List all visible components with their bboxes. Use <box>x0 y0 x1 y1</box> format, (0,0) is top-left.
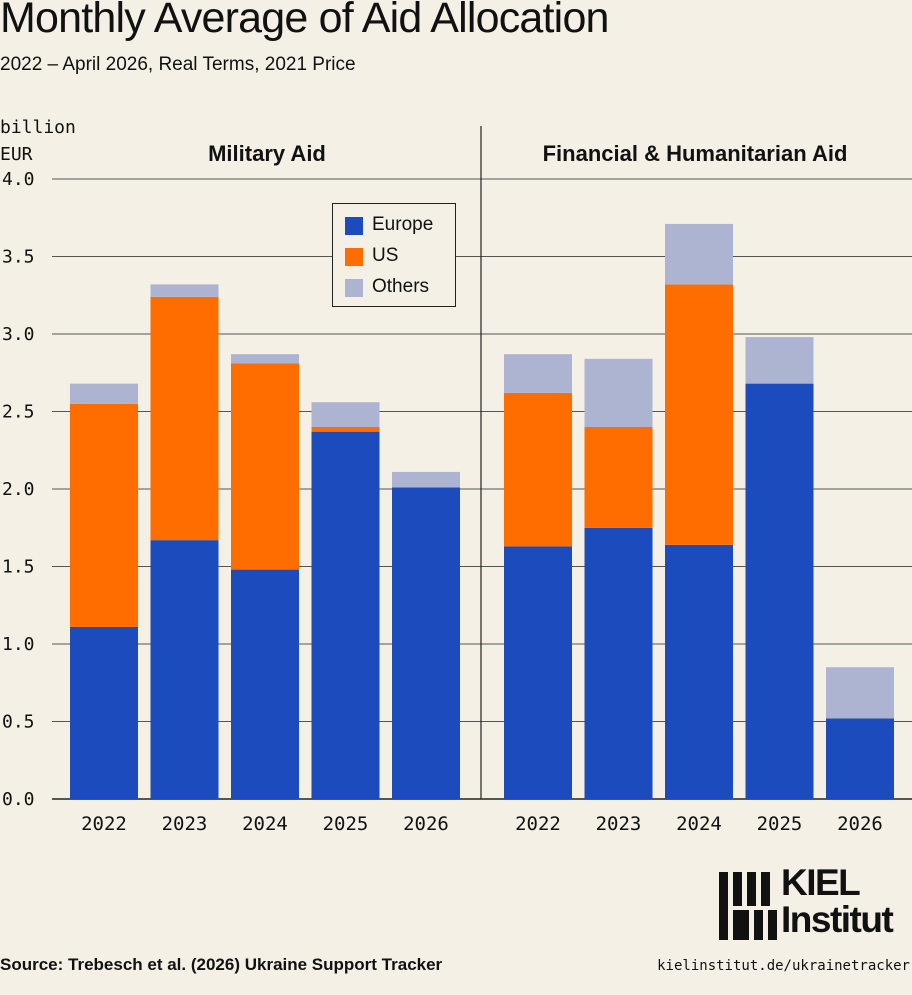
legend-swatch-others <box>345 279 363 297</box>
bar-financial-2024-us <box>665 284 733 545</box>
bar-military-2022-europe <box>70 626 138 799</box>
bar-military-2023-europe <box>150 540 219 799</box>
y-tick-label-3.5: 3.5 <box>2 247 35 268</box>
x-tick-label-military-2025: 2025 <box>323 813 369 835</box>
bar-military-2022-others <box>70 383 138 404</box>
x-tick-label-military-2024: 2024 <box>242 813 288 835</box>
y-tick-label-1.0: 1.0 <box>2 634 35 655</box>
chart-title: Monthly Average of Aid Allocation <box>0 0 609 42</box>
bar-financial-2024-europe <box>665 544 733 799</box>
y-tick-label-1.5: 1.5 <box>2 557 35 578</box>
y-tick-label-0.0: 0.0 <box>2 789 35 810</box>
x-tick-label-financial-2022: 2022 <box>515 813 561 835</box>
chart-legend: Europe US Others <box>332 203 456 307</box>
panel-title-military: Military Aid <box>208 141 326 166</box>
legend-label-others: Others <box>372 276 430 297</box>
bar-financial-2023-us <box>584 427 653 528</box>
y-tick-label-2.0: 2.0 <box>2 479 35 500</box>
y-tick-label-4.0: 4.0 <box>2 169 35 190</box>
bar-financial-2023-others <box>584 358 653 427</box>
logo-text-line1: KIEL <box>781 862 861 903</box>
bar-military-2025-us <box>311 427 380 432</box>
bar-financial-2025-europe <box>745 383 814 799</box>
bar-military-2022-us <box>70 403 138 627</box>
x-tick-label-military-2023: 2023 <box>162 813 208 835</box>
bar-financial-2024-others <box>665 223 733 285</box>
bar-military-2026-europe <box>392 487 460 799</box>
bar-financial-2025-others <box>745 337 814 384</box>
bar-financial-2026-others <box>826 667 894 719</box>
y-tick-label-0.5: 0.5 <box>2 712 35 733</box>
x-tick-label-financial-2025: 2025 <box>757 813 803 835</box>
legend-label-us: US <box>372 245 399 266</box>
x-tick-label-financial-2026: 2026 <box>837 813 883 835</box>
legend-label-europe: Europe <box>372 214 434 235</box>
bar-military-2025-europe <box>311 431 380 799</box>
bar-military-2024-others <box>231 354 299 364</box>
kiel-institut-logo: KIEL Institut <box>719 864 911 943</box>
bar-financial-2022-others <box>504 354 572 393</box>
bar-military-2026-others <box>392 471 460 488</box>
x-tick-label-financial-2024: 2024 <box>676 813 722 835</box>
bar-financial-2022-us <box>504 392 572 547</box>
bar-financial-2022-europe <box>504 546 572 799</box>
source-url: kielinstitut.de/ukrainetracker <box>657 958 910 974</box>
bar-financial-2023-europe <box>584 527 653 799</box>
chart-subtitle: 2022 – April 2026, Real Terms, 2021 Pric… <box>0 54 356 75</box>
x-tick-label-military-2022: 2022 <box>81 813 127 835</box>
legend-swatch-europe <box>345 217 363 235</box>
legend-swatch-us <box>345 248 363 266</box>
bar-financial-2026-europe <box>826 718 894 799</box>
y-tick-label-2.5: 2.5 <box>2 402 35 423</box>
x-tick-label-military-2026: 2026 <box>403 813 449 835</box>
source-note: Source: Trebesch et al. (2026) Ukraine S… <box>0 955 443 974</box>
y-tick-label-3.0: 3.0 <box>2 324 35 345</box>
bar-military-2023-us <box>150 296 219 541</box>
x-tick-label-financial-2023: 2023 <box>596 813 642 835</box>
bar-military-2024-us <box>231 363 299 570</box>
logo-text: KIEL Institut <box>781 862 894 940</box>
bar-military-2024-europe <box>231 569 299 799</box>
bar-military-2023-others <box>150 284 219 297</box>
logo-bars-icon <box>719 868 779 943</box>
bar-military-2025-others <box>311 402 380 427</box>
logo-text-line2: Institut <box>781 899 894 940</box>
y-axis-unit-label: billion EUR <box>0 117 76 165</box>
panel-title-financial-humanitarian: Financial & Humanitarian Aid <box>543 141 848 166</box>
